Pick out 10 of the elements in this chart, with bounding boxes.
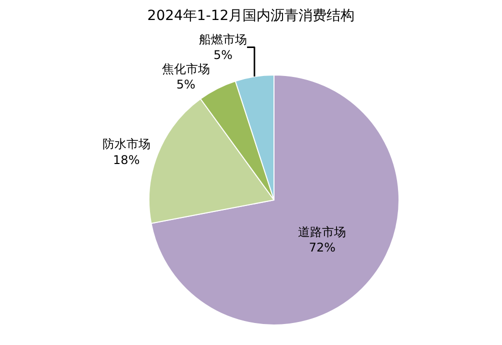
slice-label: 防水市场 [102,137,150,152]
data-label: 5% [214,48,233,62]
slice-label: 道路市场 [298,225,346,240]
data-label: 18% [113,152,140,167]
data-label: 72% [308,240,336,255]
slice-label: 焦化市场 [162,62,210,76]
pie-slice [150,74,400,326]
data-label: 5% [176,78,196,92]
chart-title: 2024年1-12月国内沥青消费结构 [147,8,355,24]
slice-label: 船燃市场 [199,32,248,46]
